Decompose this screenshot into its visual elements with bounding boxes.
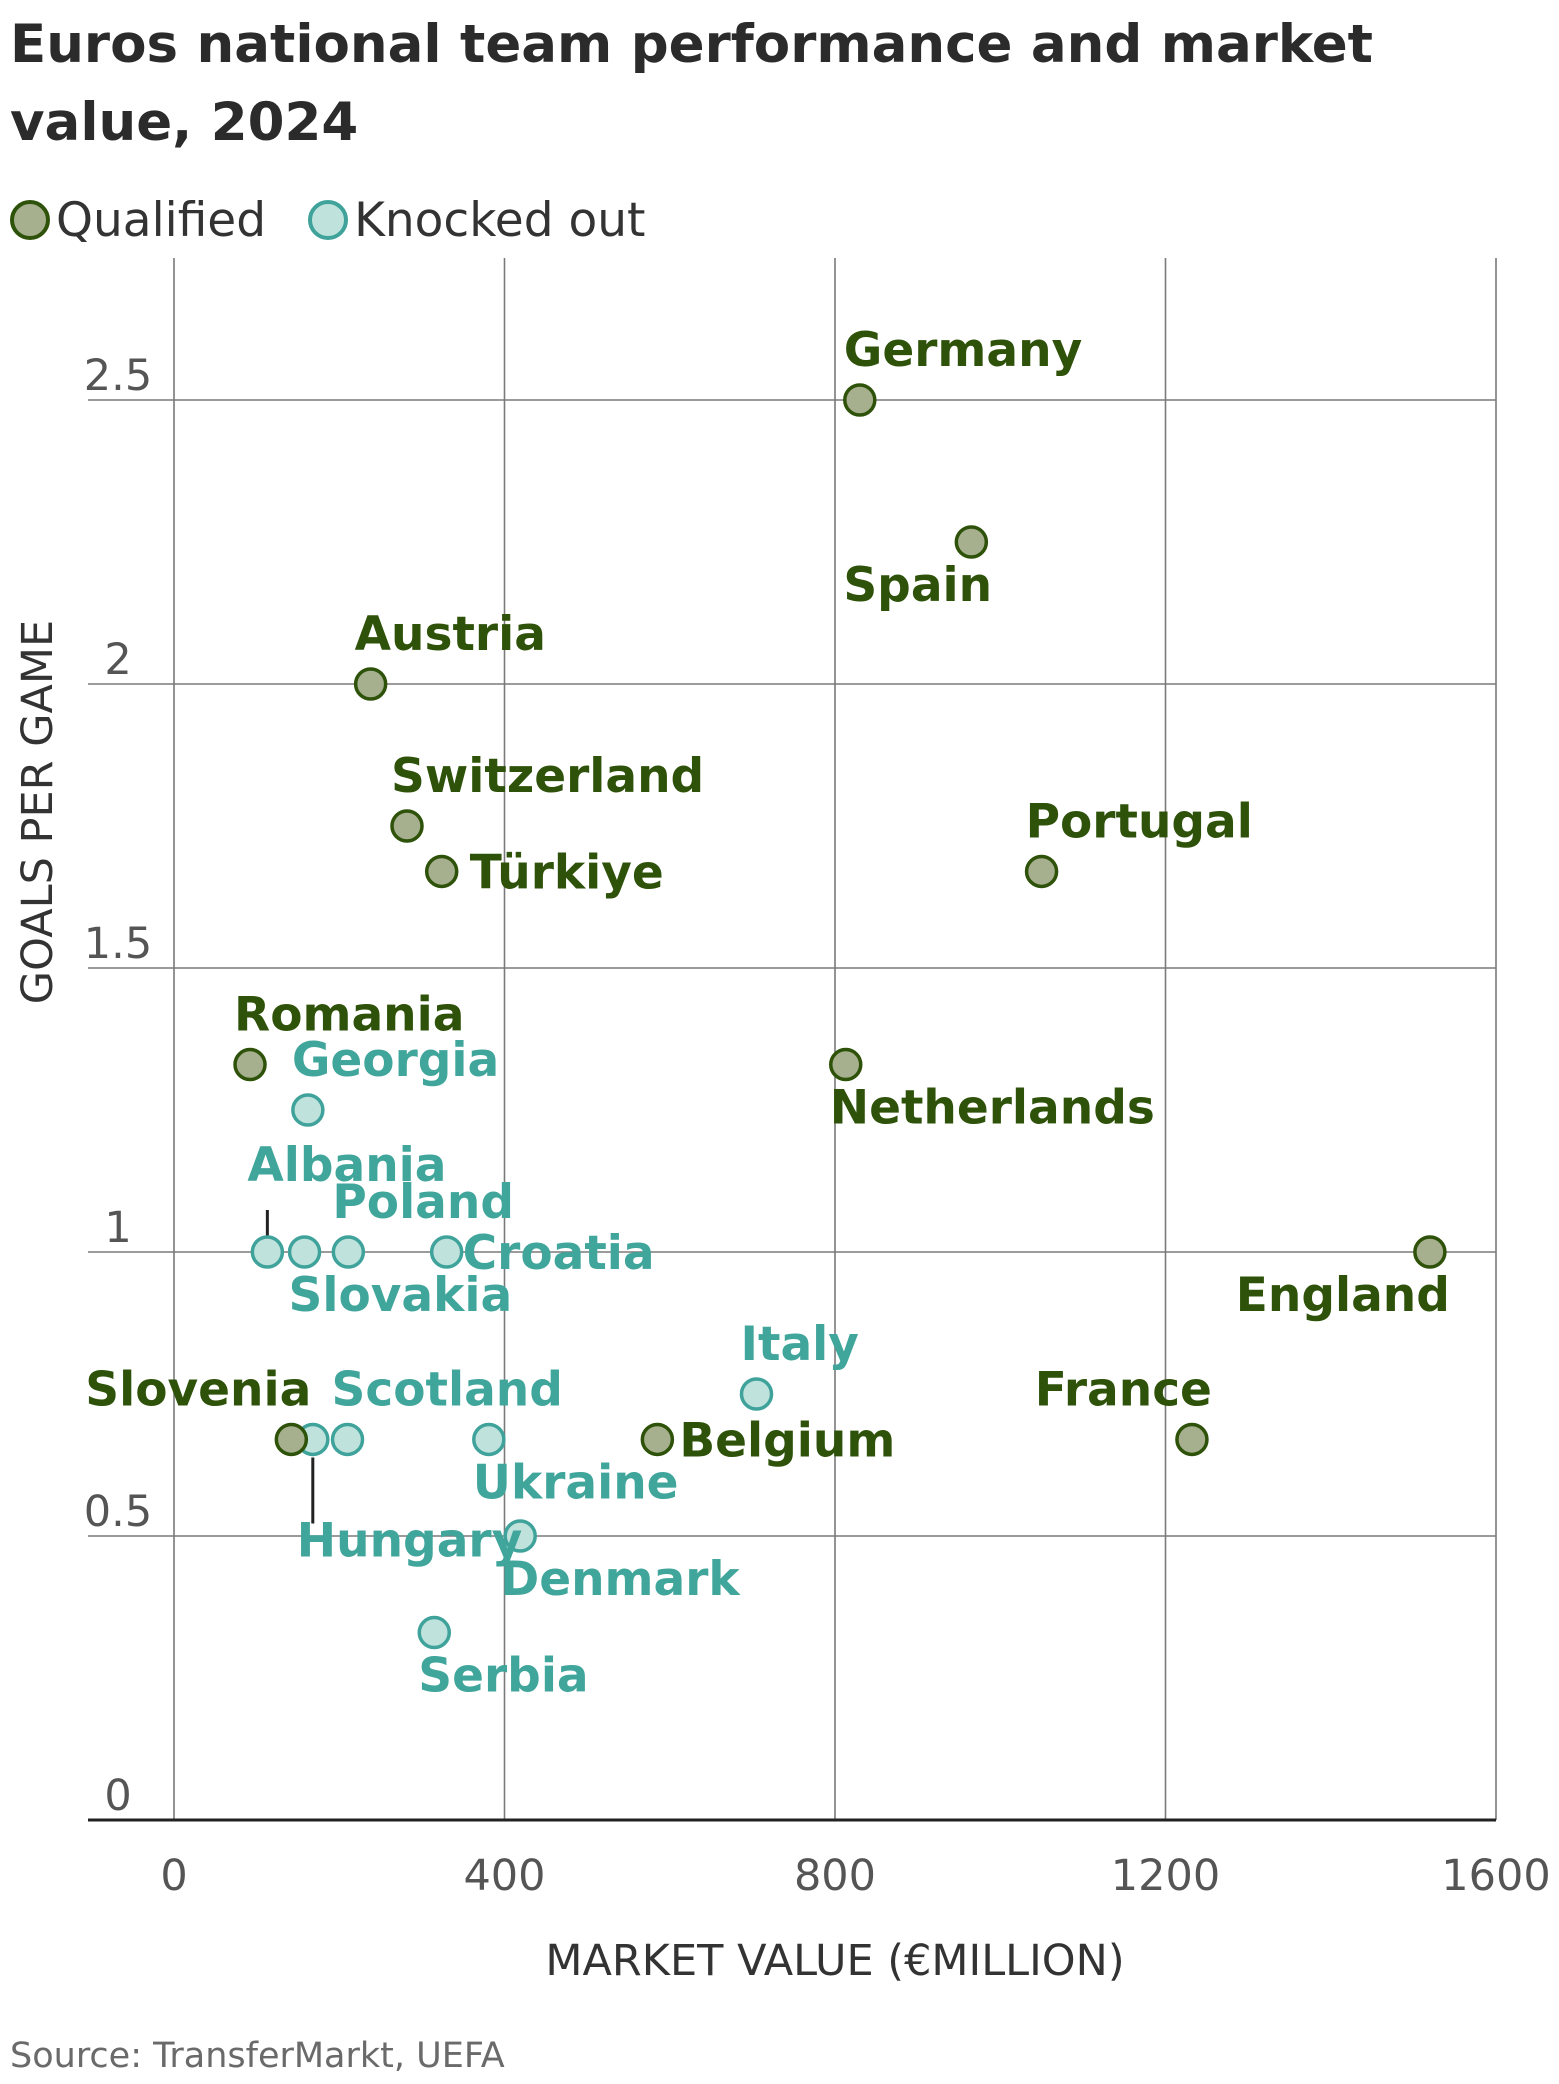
point-knocked-out <box>331 1235 366 1269</box>
source-note: Source: TransferMarkt, UEFA <box>10 2036 505 2076</box>
point-label: England <box>1236 1268 1450 1323</box>
x-axis-title: MARKET VALUE (€MILLION) <box>545 1936 1124 1986</box>
point-label: Germany <box>844 323 1082 378</box>
point-label: Serbia <box>418 1649 588 1704</box>
y-tick-label: 1 <box>104 1203 131 1253</box>
point-knocked-out <box>472 1422 506 1457</box>
legend-swatch-qualified <box>10 200 50 240</box>
point-qualified <box>828 1047 863 1082</box>
y-tick-label: 0 <box>104 1771 131 1821</box>
leader-lines <box>265 1210 315 1524</box>
point-qualified <box>390 809 424 843</box>
legend: Qualified Knocked out <box>10 190 687 250</box>
point-label: Türkiye <box>470 845 664 900</box>
grid <box>88 258 1497 1820</box>
legend-item-knocked-out: Knocked out <box>308 193 645 248</box>
data-points <box>233 383 1447 1650</box>
y-tick-label: 0.5 <box>84 1487 152 1537</box>
x-tick-label: 1600 <box>1441 1851 1550 1901</box>
point-qualified <box>233 1047 267 1082</box>
point-knocked-out <box>429 1235 464 1269</box>
x-tick-label: 1200 <box>1111 1851 1220 1901</box>
point-label: Austria <box>355 607 546 662</box>
point-label: Portugal <box>1026 794 1253 849</box>
point-knocked-out <box>739 1377 774 1411</box>
point-label: Georgia <box>292 1033 499 1088</box>
point-label: Slovenia <box>85 1362 311 1417</box>
point-knocked-out <box>503 1519 537 1553</box>
point-qualified <box>1024 854 1059 889</box>
point-qualified <box>274 1422 309 1457</box>
point-qualified <box>843 383 877 417</box>
point-label: Hungary <box>297 1513 522 1568</box>
point-qualified <box>424 854 459 889</box>
point-label: Croatia <box>463 1226 655 1281</box>
legend-item-qualified: Qualified <box>10 193 266 248</box>
point-label: Netherlands <box>830 1081 1155 1136</box>
point-knocked-out <box>417 1615 452 1650</box>
point-qualified <box>353 667 388 701</box>
y-tick-label: 2 <box>104 635 131 685</box>
point-label: Romania <box>234 988 464 1043</box>
point-label: Albania <box>247 1138 446 1193</box>
point-knocked-out <box>330 1422 365 1457</box>
point-qualified <box>954 525 989 559</box>
point-knocked-out <box>287 1235 322 1269</box>
x-tick-label: 800 <box>794 1851 876 1901</box>
legend-label-qualified: Qualified <box>56 192 267 248</box>
point-knocked-out <box>291 1093 325 1127</box>
point-label: Scotland <box>332 1362 563 1417</box>
y-axis-title: GOALS PER GAME <box>13 620 63 1004</box>
point-label: Italy <box>741 1317 859 1372</box>
y-tick-label: 2.5 <box>84 351 152 401</box>
point-label: Ukraine <box>473 1455 679 1510</box>
point-knocked-out <box>250 1235 285 1269</box>
point-qualified <box>1175 1422 1209 1457</box>
legend-swatch-knocked-out <box>308 200 349 240</box>
x-tick-label: 400 <box>463 1851 545 1901</box>
legend-label-knocked-out: Knocked out <box>354 192 646 248</box>
x-tick-label: 0 <box>160 1851 187 1901</box>
y-tick-label: 1.5 <box>84 919 152 969</box>
point-qualified <box>1413 1235 1447 1269</box>
scatter-plot: 0 0.5 1 1.5 2 2.5 0 400 800 1200 1600 MARKET VALUE … <box>13 258 1551 1986</box>
axes: 0 0.5 1 1.5 2 2.5 0 400 800 1200 1600 MARKET VALUE … <box>13 351 1551 1986</box>
point-label: Belgium <box>679 1413 895 1468</box>
point-label: Slovakia <box>289 1268 513 1323</box>
point-label: France <box>1035 1362 1212 1417</box>
point-label: Switzerland <box>391 749 704 804</box>
point-label: Spain <box>843 558 992 613</box>
point-label: Poland <box>332 1175 514 1230</box>
chart-title: Euros national team performance and mark… <box>10 14 1374 153</box>
point-label: Denmark <box>500 1552 741 1607</box>
point-qualified <box>640 1422 675 1457</box>
